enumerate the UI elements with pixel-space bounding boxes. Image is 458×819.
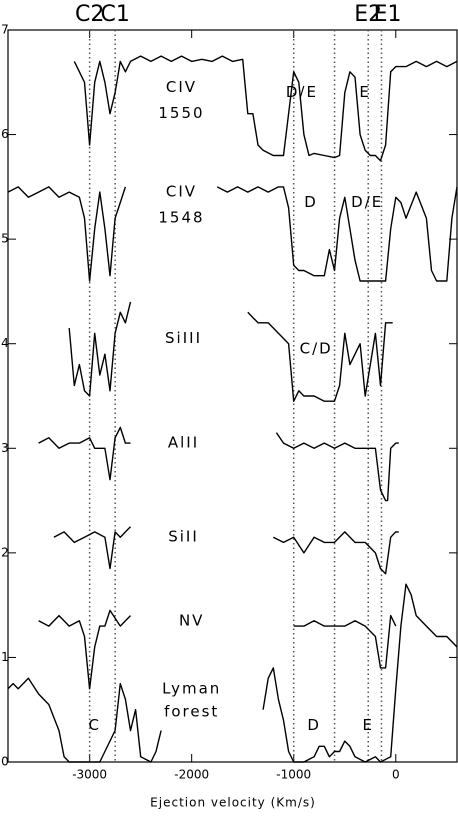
annotation: C	[88, 716, 100, 734]
component-label: C2	[75, 2, 104, 27]
annotation: SiII	[168, 528, 199, 546]
x-tick-label: -3000	[72, 768, 107, 782]
annotation: D/E	[286, 83, 318, 101]
spectrum-line	[53, 526, 399, 575]
annotation: C/D	[300, 339, 333, 357]
x-axis-label: Ejection velocity (Km/s)	[150, 796, 316, 810]
annotation: forest	[164, 702, 219, 720]
annotation: CIV	[166, 183, 197, 201]
annotation: E	[359, 83, 370, 101]
y-tick-label: 4	[1, 336, 9, 350]
annotation: SiIII	[165, 329, 202, 347]
x-tick-label: -2000	[174, 768, 209, 782]
spectrum-line	[38, 609, 397, 690]
annotation: 1548	[158, 209, 204, 227]
spectrum-line	[68, 301, 393, 402]
plot-frame	[7, 29, 458, 763]
y-tick-label: 3	[1, 441, 9, 455]
x-tick-label: 0	[392, 768, 400, 782]
spectrum-line	[73, 55, 458, 162]
annotation: D	[307, 716, 321, 734]
component-label: E2	[354, 2, 382, 27]
annotation: NV	[179, 611, 204, 629]
spectrum-line	[38, 426, 399, 502]
spectrum-line	[7, 186, 458, 282]
y-tick-label: 6	[1, 127, 9, 141]
y-tick-label: 5	[1, 232, 9, 246]
x-tick-label: -1000	[276, 768, 311, 782]
component-label: E1	[374, 2, 402, 27]
annotation: Lyman	[162, 679, 221, 697]
y-tick-label: 1	[1, 650, 9, 664]
annotation: D	[304, 193, 318, 211]
y-tick-label: 0	[1, 755, 9, 769]
annotation: D/E	[351, 193, 383, 211]
y-tick-label: 7	[1, 23, 9, 37]
annotation: AlII	[168, 434, 199, 452]
component-label: C1	[100, 2, 129, 27]
annotation: 1550	[158, 104, 204, 122]
annotation: CIV	[166, 78, 197, 96]
annotation: E	[362, 716, 373, 734]
y-tick-label: 2	[1, 545, 9, 559]
spectrum-line	[7, 583, 458, 763]
